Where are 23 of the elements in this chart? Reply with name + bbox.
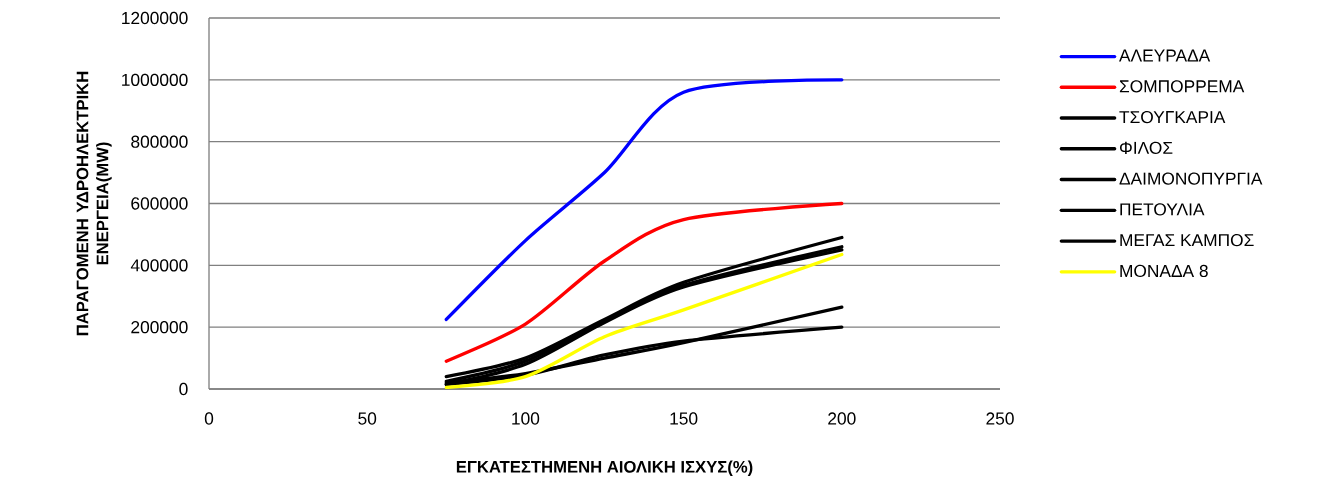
legend-label: ΑΛΕΥΡΑΔΑ bbox=[1119, 49, 1211, 62]
x-tick-label: 100 bbox=[512, 412, 540, 425]
x-tick-label: 50 bbox=[358, 412, 377, 425]
y-tick-label: 600000 bbox=[131, 197, 188, 210]
y-tick-label: 800000 bbox=[131, 135, 188, 148]
y-tick-label: 1200000 bbox=[122, 11, 188, 25]
legend-label: ΤΣΟΥΓΚΑΡΙΑ bbox=[1119, 110, 1226, 124]
x-tick-label: 200 bbox=[828, 412, 856, 425]
y-tick-label: 200000 bbox=[131, 321, 188, 334]
y-tick-label: 0 bbox=[179, 382, 188, 396]
y-tick-label: 1000000 bbox=[122, 73, 188, 86]
legend-label: ΦΙΛΟΣ bbox=[1119, 141, 1173, 154]
y-axis-title: ΠΑΡΑΓΟΜΕΝΗ ΥΔΡΟΗΛΕΚΤΡΙΚΗ ΕΝΕΡΓΕΙΑ(MW) bbox=[76, 71, 112, 336]
x-tick-label: 250 bbox=[986, 412, 1014, 425]
x-tick-label: 150 bbox=[670, 412, 698, 425]
legend-label: ΠΕΤΟΥΛΙΑ bbox=[1120, 203, 1205, 216]
legend-label: ΣΟΜΠΟΡΡΕΜΑ bbox=[1119, 80, 1245, 93]
x-tick-label: 0 bbox=[204, 412, 214, 425]
legend-label: ΜΟΝΑΔΑ 8 bbox=[1120, 264, 1208, 278]
x-axis-title: ΕΓΚΑΤΕΣΤΗΜΕΝΗ ΑΙΟΛΙΚΗ ΙΣΧΥΣ(%) bbox=[456, 460, 753, 476]
legend-label: ΔΑΙΜΟΝΟΠΥΡΓΙΑ bbox=[1119, 172, 1263, 185]
legend-label: ΜΕΓΑΣ ΚΑΜΠΟΣ bbox=[1120, 234, 1254, 247]
y-tick-label: 400000 bbox=[130, 259, 188, 272]
